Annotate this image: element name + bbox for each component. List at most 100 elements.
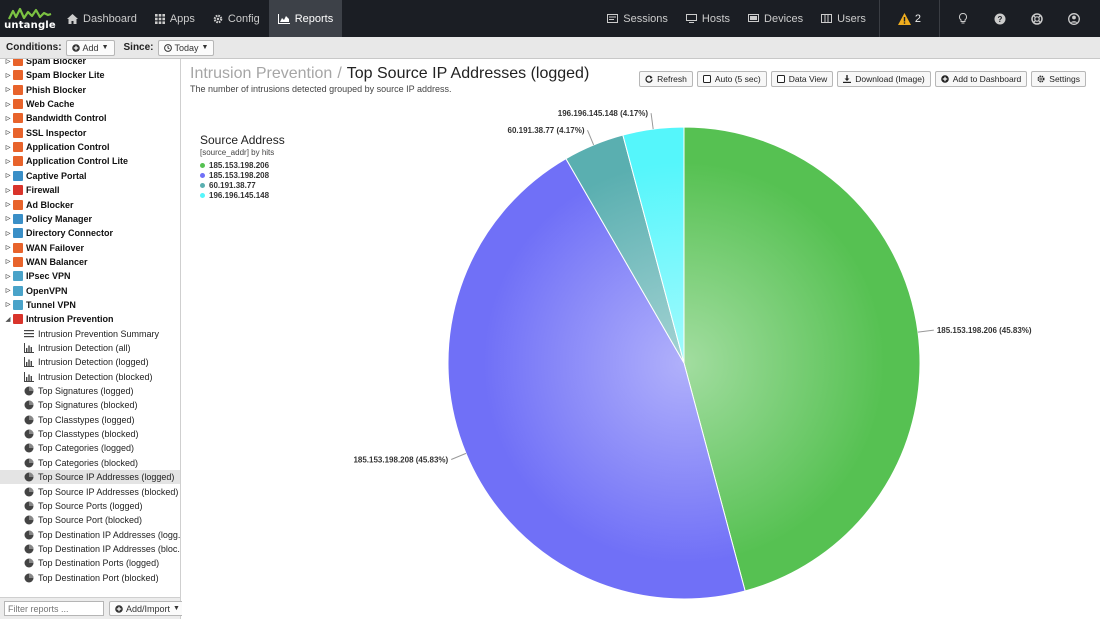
reports-tree[interactable]: ▷ Spam Blocker ▷ Spam Blocker Lite ▷ Phish Bl…	[0, 59, 181, 597]
tree-app-item[interactable]: ▷ Firewall	[0, 183, 180, 197]
triangle-right-icon[interactable]: ▷	[5, 245, 11, 252]
legend-item[interactable]: 185.153.198.208	[200, 170, 285, 180]
legend-item[interactable]: 185.153.198.206	[200, 160, 285, 170]
tree-report-label: Top Classtypes (logged)	[38, 414, 135, 425]
legend-item[interactable]: 196.196.145.148	[200, 190, 285, 200]
tree-app-item[interactable]: ▷ Application Control Lite	[0, 154, 180, 168]
triangle-right-icon[interactable]: ▷	[5, 288, 11, 295]
settings-button[interactable]: Settings	[1031, 71, 1086, 87]
triangle-right-icon[interactable]: ▷	[5, 302, 11, 309]
tree-report-item[interactable]: Intrusion Prevention Summary	[0, 327, 180, 341]
tree-report-item[interactable]: Top Signatures (logged)	[0, 384, 180, 398]
triangle-right-icon[interactable]: ▷	[5, 115, 11, 122]
tree-report-item[interactable]: Top Destination Port (blocked)	[0, 571, 180, 585]
tree-app-item[interactable]: ▷ OpenVPN	[0, 284, 180, 298]
tree-app-item[interactable]: ▷ WAN Failover	[0, 241, 180, 255]
triangle-right-icon[interactable]: ▷	[5, 173, 11, 180]
tree-app-item[interactable]: ▷ Spam Blocker	[0, 59, 180, 68]
triangle-right-icon[interactable]: ▷	[5, 59, 11, 65]
add-condition-button[interactable]: Add ▼	[65, 39, 115, 56]
nav-devices[interactable]: Devices	[739, 0, 812, 37]
tree-report-item[interactable]: Intrusion Detection (all)	[0, 341, 180, 355]
support-button[interactable]	[1018, 0, 1055, 37]
refresh-button[interactable]: Refresh	[639, 71, 693, 87]
since-dropdown[interactable]: Today ▼	[157, 39, 215, 56]
breadcrumb-app[interactable]: Intrusion Prevention	[190, 65, 333, 82]
triangle-right-icon[interactable]: ▷	[5, 273, 11, 280]
nav-dashboard[interactable]: Dashboard	[58, 0, 146, 37]
tree-app-item[interactable]: ▷ Phish Blocker	[0, 83, 180, 97]
app-icon	[13, 99, 23, 110]
tree-report-item[interactable]: Top Signatures (blocked)	[0, 398, 180, 412]
tree-app-item[interactable]: ▷ Captive Portal	[0, 169, 180, 183]
tree-report-item[interactable]: Top Categories (blocked)	[0, 456, 180, 470]
tree-report-item[interactable]: Top Destination Ports (logged)	[0, 556, 180, 570]
tree-report-item[interactable]: Top Destination IP Addresses (logg...	[0, 528, 180, 542]
triangle-right-icon[interactable]: ▷	[5, 202, 11, 208]
auto-refresh-toggle[interactable]: Auto (5 sec)	[696, 71, 767, 87]
tree-app-item[interactable]: ▷ Policy Manager	[0, 212, 180, 226]
tree-app-item[interactable]: ▷ Directory Connector	[0, 226, 180, 240]
tree-app-item[interactable]: ▷ Web Cache	[0, 97, 180, 111]
tree-report-label: Top Source IP Addresses (logged)	[38, 472, 175, 483]
untangle-logo[interactable]: untangle	[2, 0, 58, 37]
tree-report-item[interactable]: Top Categories (logged)	[0, 441, 180, 455]
download-image-button[interactable]: Download (Image)	[837, 71, 931, 87]
help-button[interactable]: ?	[981, 0, 1018, 37]
triangle-right-icon[interactable]: ▷	[5, 101, 11, 108]
triangle-right-icon[interactable]: ▷	[5, 158, 11, 165]
data-view-toggle[interactable]: Data View	[770, 71, 834, 87]
nav-config[interactable]: Config	[204, 0, 269, 37]
tree-report-item[interactable]: Top Source IP Addresses (blocked)	[0, 485, 180, 499]
tree-report-item[interactable]: Top Destination IP Addresses (bloc...	[0, 542, 180, 556]
account-button[interactable]	[1055, 0, 1092, 37]
tree-app-item[interactable]: ▷ Ad Blocker	[0, 198, 180, 212]
tree-app-item[interactable]: ◢ Intrusion Prevention	[0, 312, 180, 326]
triangle-right-icon[interactable]: ▷	[5, 144, 11, 151]
tree-app-item[interactable]: ▷ Bandwidth Control	[0, 111, 180, 125]
logo-text: untangle	[4, 19, 56, 31]
nav-hosts[interactable]: Hosts	[677, 0, 739, 37]
triangle-right-icon[interactable]: ▷	[5, 72, 11, 79]
tree-report-item[interactable]: Intrusion Detection (blocked)	[0, 370, 180, 384]
tree-app-item[interactable]: ▷ Spam Blocker Lite	[0, 68, 180, 82]
tree-app-item[interactable]: ▷ Application Control	[0, 140, 180, 154]
tree-report-item[interactable]: Top Source IP Addresses (logged)	[0, 470, 180, 485]
tree-report-item[interactable]: Top Classtypes (logged)	[0, 413, 180, 427]
tree-app-item[interactable]: ▷ IPsec VPN	[0, 269, 180, 283]
triangle-right-icon[interactable]: ▷	[5, 259, 11, 266]
add-to-dashboard-button[interactable]: Add to Dashboard	[934, 71, 1028, 87]
add-import-button[interactable]: Add/Import ▼	[109, 601, 186, 616]
triangle-right-icon[interactable]: ▷	[5, 230, 11, 237]
nav-apps[interactable]: Apps	[146, 0, 204, 37]
tree-report-label: Top Categories (blocked)	[38, 457, 139, 468]
triangle-right-icon[interactable]: ▷	[5, 87, 11, 94]
tree-app-label: Application Control Lite	[26, 156, 128, 167]
nav-sessions[interactable]: Sessions	[598, 0, 677, 37]
tips-button[interactable]	[944, 0, 981, 37]
triangle-right-icon[interactable]: ▷	[5, 187, 11, 194]
triangle-right-icon[interactable]: ▷	[5, 130, 11, 137]
tree-app-item[interactable]: ▷ Tunnel VPN	[0, 298, 180, 312]
legend-item[interactable]: 60.191.38.77	[200, 180, 285, 190]
tree-report-item[interactable]: Top Classtypes (blocked)	[0, 427, 180, 441]
nav-users[interactable]: Users	[812, 0, 875, 37]
triangle-down-icon[interactable]: ◢	[5, 316, 11, 323]
tree-report-item[interactable]: Top Source Port (blocked)	[0, 513, 180, 527]
tree-report-item[interactable]: Top Source Ports (logged)	[0, 499, 180, 513]
pie-slice[interactable]	[622, 126, 685, 364]
text-icon	[24, 329, 34, 337]
app-icon	[13, 299, 23, 310]
filter-reports-input[interactable]	[4, 601, 104, 616]
nav-reports[interactable]: Reports	[268, 0, 343, 37]
slice-label: 185.153.198.206 (45.83%)	[937, 326, 1032, 335]
pie-chart-icon	[24, 515, 34, 525]
tree-app-item[interactable]: ▷ WAN Balancer	[0, 255, 180, 269]
nav-separator	[939, 0, 940, 37]
tree-report-item[interactable]: Intrusion Detection (logged)	[0, 355, 180, 369]
triangle-right-icon[interactable]: ▷	[5, 216, 11, 223]
tree-app-item[interactable]: ▷ SSL Inspector	[0, 126, 180, 140]
tree-app-label: SSL Inspector	[26, 127, 87, 138]
nav-sessions-label: Sessions	[623, 12, 668, 25]
alerts-button[interactable]: 2	[884, 12, 935, 25]
